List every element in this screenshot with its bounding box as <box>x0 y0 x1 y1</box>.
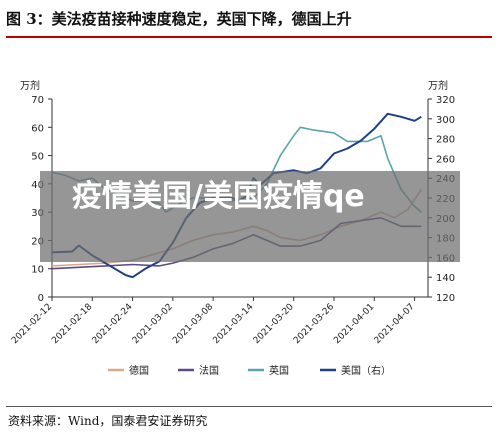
watermark-text: 疫情美国/美国疫情qe <box>72 179 365 214</box>
x-tick-label: 2021-03-20 <box>252 302 296 346</box>
right-tick-label: 320 <box>436 95 455 106</box>
left-axis-unit: 万剂 <box>20 79 40 92</box>
left-tick-label: 30 <box>31 208 44 219</box>
right-tick-label: 260 <box>436 154 455 165</box>
left-tick-label: 10 <box>31 265 44 276</box>
right-tick-label: 280 <box>436 135 455 146</box>
legend-label: 美国（右） <box>341 364 391 377</box>
left-tick-label: 60 <box>31 123 44 134</box>
x-tick-label: 2021-02-12 <box>10 302 54 346</box>
left-tick-label: 0 <box>38 293 44 304</box>
right-tick-label: 300 <box>436 115 455 126</box>
left-tick-label: 20 <box>31 236 44 247</box>
right-tick-label: 120 <box>436 293 455 304</box>
source-note: 资料来源：Wind，国泰君安证券研究 <box>8 414 208 428</box>
left-tick-label: 40 <box>31 180 44 191</box>
right-tick-label: 140 <box>436 273 455 284</box>
x-tick-label: 2021-04-01 <box>332 302 376 346</box>
chart-legend: 德国 法国 英国 美国（右） <box>108 364 391 377</box>
legend-label: 德国 <box>129 364 149 377</box>
x-tick-label: 2021-03-14 <box>211 302 255 346</box>
x-tick-label: 2021-03-08 <box>171 302 215 346</box>
x-tick-label: 2021-02-24 <box>91 302 135 346</box>
watermark-overlay <box>40 171 460 262</box>
source-divider <box>6 406 492 407</box>
x-tick-label: 2021-03-02 <box>131 302 175 346</box>
x-tick-label: 2021-03-26 <box>292 302 336 346</box>
x-tick-label: 2021-04-07 <box>373 302 417 346</box>
title-underline <box>6 36 492 38</box>
axes-layer: 万剂 万剂 <box>20 79 448 298</box>
figure-title: 图 3：美法疫苗接种速度稳定，英国下降，德国上升 <box>6 10 352 28</box>
figure-header: 图 3：美法疫苗接种速度稳定，英国下降，德国上升 <box>0 0 500 44</box>
right-axis-unit: 万剂 <box>428 79 448 92</box>
x-tick-label: 2021-02-18 <box>50 302 94 346</box>
left-tick-label: 50 <box>31 152 44 163</box>
legend-label: 英国 <box>269 364 289 377</box>
vaccination-line-chart: 万剂 万剂 0102030405060701201401601802002202… <box>10 79 455 377</box>
legend-label: 法国 <box>199 364 219 377</box>
left-tick-label: 70 <box>31 95 44 106</box>
